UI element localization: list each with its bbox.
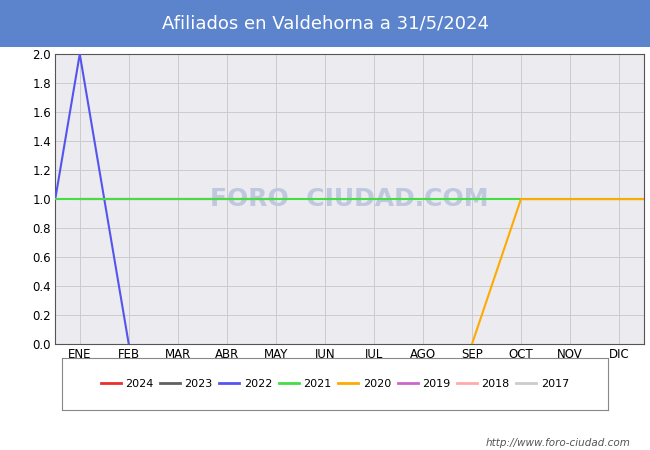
Text: Afiliados en Valdehorna a 31/5/2024: Afiliados en Valdehorna a 31/5/2024 [161,14,489,33]
Legend: 2024, 2023, 2022, 2021, 2020, 2019, 2018, 2017: 2024, 2023, 2022, 2021, 2020, 2019, 2018… [96,374,573,393]
Text: FORO  CIUDAD.COM: FORO CIUDAD.COM [210,187,489,211]
Text: http://www.foro-ciudad.com: http://www.foro-ciudad.com [486,438,630,448]
